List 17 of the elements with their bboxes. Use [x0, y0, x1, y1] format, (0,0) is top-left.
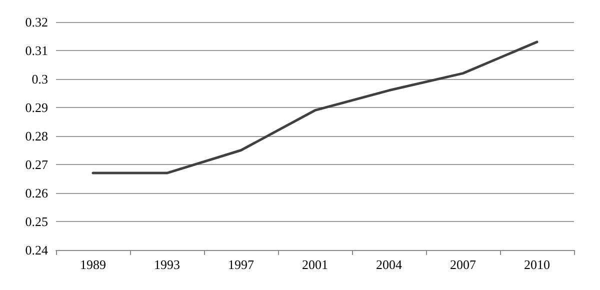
y-tick-label: 0.3 — [32, 72, 48, 86]
y-tick-label: 0.29 — [25, 100, 48, 115]
x-tick-label: 2010 — [524, 257, 550, 272]
x-tick-label: 2007 — [450, 257, 476, 272]
x-tick-label: 2001 — [302, 257, 328, 272]
y-tick-label: 0.28 — [25, 128, 48, 144]
y-tick-label: 0.24 — [25, 242, 48, 258]
y-tick-label: 0.25 — [25, 214, 48, 229]
x-tick-label: 1989 — [80, 257, 106, 272]
y-tick-label: 0.31 — [25, 43, 48, 58]
line-series — [92, 40, 538, 174]
y-tick-label: 0.26 — [25, 186, 48, 200]
x-tick-label: 1997 — [228, 257, 254, 272]
y-tick-label: 0.27 — [25, 157, 48, 172]
y-tick-label: 0.32 — [25, 14, 48, 30]
x-tick-label: 2004 — [376, 257, 402, 272]
x-tick-label: 1993 — [154, 257, 180, 272]
